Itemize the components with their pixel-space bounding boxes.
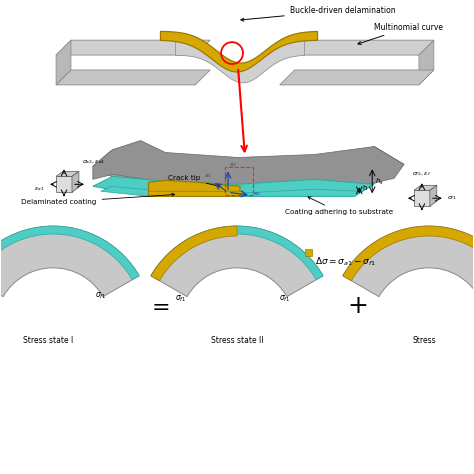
Text: Multinomial curve: Multinomial curve (358, 23, 443, 45)
Polygon shape (419, 40, 434, 85)
Polygon shape (430, 185, 437, 206)
Text: $\sigma_{f1}$: $\sigma_{f1}$ (279, 293, 291, 304)
Wedge shape (151, 226, 323, 297)
Text: Stress state II: Stress state II (211, 337, 263, 346)
Wedge shape (0, 226, 139, 297)
Text: $+$: $+$ (347, 293, 367, 318)
Polygon shape (56, 40, 210, 55)
Text: Stress state I: Stress state I (23, 337, 73, 346)
Text: $\sigma_{a2},\varepsilon_{a2}$: $\sigma_{a2},\varepsilon_{a2}$ (82, 159, 105, 166)
Polygon shape (101, 186, 361, 196)
Wedge shape (0, 226, 139, 280)
Polygon shape (56, 172, 79, 176)
Text: $\varepsilon_{a1}$: $\varepsilon_{a1}$ (34, 185, 44, 193)
Polygon shape (56, 176, 72, 192)
Text: Stress: Stress (412, 337, 436, 346)
Polygon shape (148, 191, 244, 196)
Text: h: h (362, 185, 367, 191)
Polygon shape (280, 70, 434, 85)
Polygon shape (305, 249, 311, 256)
Text: $\Delta\sigma = \sigma_{a1} - \sigma_{f1}$: $\Delta\sigma = \sigma_{a1} - \sigma_{f1… (315, 255, 376, 268)
Text: $\sigma_{f1}$: $\sigma_{f1}$ (175, 293, 187, 304)
Polygon shape (72, 172, 79, 192)
Polygon shape (148, 180, 240, 196)
Text: $x_2$: $x_2$ (253, 190, 261, 198)
Polygon shape (161, 31, 318, 72)
Polygon shape (93, 176, 374, 196)
Wedge shape (151, 226, 237, 281)
Polygon shape (93, 146, 404, 196)
Polygon shape (414, 190, 430, 206)
Wedge shape (343, 226, 474, 281)
Wedge shape (151, 226, 323, 280)
Text: $=$: $=$ (147, 296, 170, 316)
Polygon shape (56, 40, 71, 85)
Text: $\sigma_{f1}$: $\sigma_{f1}$ (95, 291, 107, 301)
Polygon shape (175, 40, 305, 83)
Text: Crack tip: Crack tip (168, 175, 220, 187)
Text: Coating adhering to substrate: Coating adhering to substrate (285, 197, 393, 215)
Polygon shape (280, 40, 434, 55)
Text: $\sigma_{f2},\varepsilon_f$: $\sigma_{f2},\varepsilon_f$ (412, 171, 431, 178)
Text: Buckle-driven delamination: Buckle-driven delamination (241, 6, 395, 21)
Wedge shape (343, 226, 474, 297)
Text: $x_3$: $x_3$ (229, 162, 237, 169)
Text: $h_s$: $h_s$ (375, 176, 384, 186)
Text: $\sigma_{f1}$: $\sigma_{f1}$ (447, 194, 456, 202)
Text: Delaminated coating: Delaminated coating (21, 193, 174, 205)
Polygon shape (56, 70, 210, 85)
Polygon shape (414, 185, 437, 190)
Text: $x_1$: $x_1$ (204, 173, 212, 180)
Polygon shape (93, 141, 404, 186)
